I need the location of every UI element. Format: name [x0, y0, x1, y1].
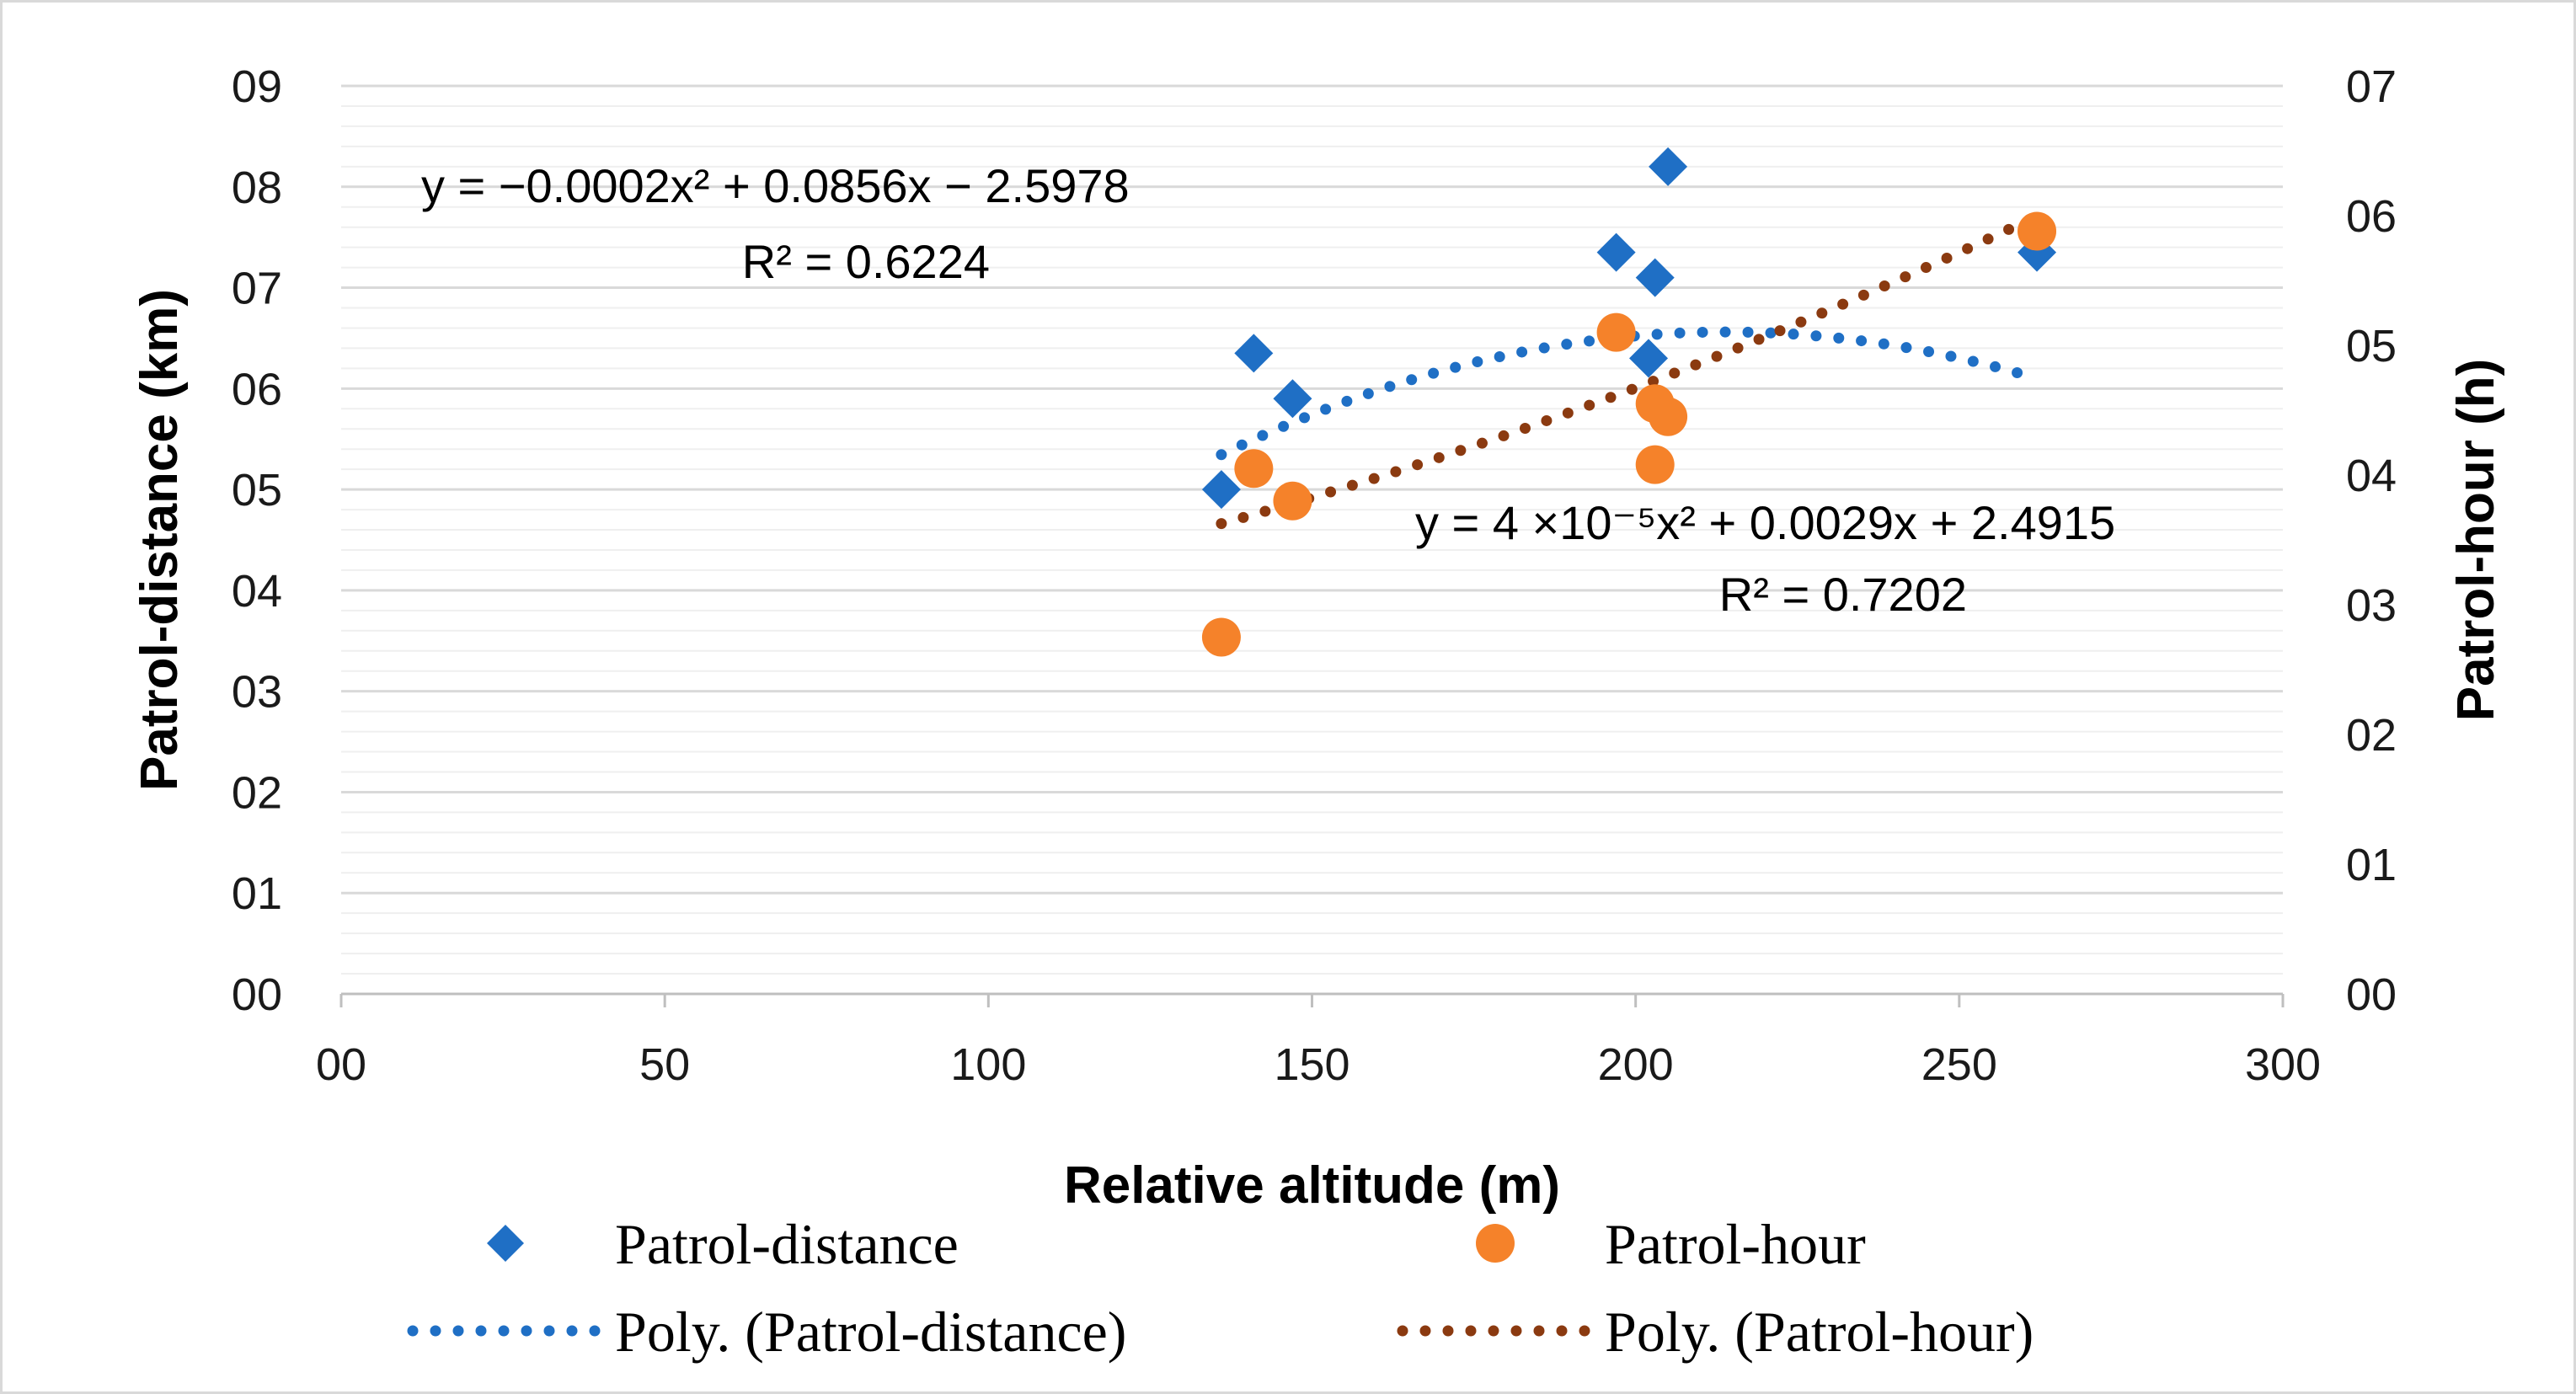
y-right-tick-label: 03: [2346, 580, 2397, 631]
y-right-tick-label: 04: [2346, 451, 2397, 501]
y-left-tick-label: 00: [232, 969, 282, 1020]
legend-item-poly-hour: Poly. (Patrol-hour): [1397, 1300, 2034, 1364]
y-right-tick-label: 02: [2346, 710, 2397, 761]
y-left-tick-label: 02: [232, 767, 282, 818]
trendlines: [1216, 211, 2043, 530]
legend-item-patrol-distance: Patrol-distance: [487, 1212, 959, 1276]
y-left-tick-label: 03: [232, 667, 282, 718]
x-tick-label: 150: [1274, 1039, 1349, 1090]
gridlines: [341, 84, 2283, 996]
point-patrol-distance: [1629, 339, 1669, 378]
point-patrol-hour: [1635, 445, 1675, 484]
trendline-r2-distance: R² = 0.6224: [742, 235, 990, 288]
legend-circle-icon: [1476, 1224, 1515, 1263]
y-right-axis-title: Patrol-hour (h): [2447, 359, 2505, 722]
legend-label: Patrol-hour: [1605, 1212, 1866, 1276]
trendline-r2-hour: R² = 0.7202: [1719, 568, 1967, 621]
y-left-tick-label: 01: [232, 868, 282, 919]
legend-item-poly-distance: Poly. (Patrol-distance): [407, 1300, 1126, 1364]
legend-diamond-icon: [487, 1225, 524, 1262]
point-patrol-hour: [1273, 481, 1312, 521]
legend: Patrol-distance Patrol-hour Poly. (Patro…: [407, 1212, 2034, 1364]
point-patrol-distance: [1596, 232, 1636, 272]
y-left-tick-label: 09: [232, 61, 282, 112]
point-patrol-hour: [2018, 211, 2057, 251]
y-right-tick-label: 00: [2346, 969, 2397, 1020]
x-tick-label: 100: [950, 1039, 1026, 1090]
y-left-tick-label: 07: [232, 264, 282, 314]
point-patrol-hour: [1649, 397, 1688, 436]
legend-label: Patrol-distance: [615, 1212, 959, 1276]
trendline-equation-hour: y = 4 ×10⁻⁵x² + 0.0029x + 2.4915: [1415, 496, 2115, 549]
y-right-tick-label: 06: [2346, 191, 2397, 242]
x-tick-label: 200: [1598, 1039, 1674, 1090]
axes: 00 50 100 150 200 250 300 00 01 02 03 04 05 06 07 08 09 0…: [232, 61, 2397, 1090]
point-patrol-distance: [1635, 258, 1675, 297]
point-patrol-distance: [1649, 147, 1688, 186]
point-patrol-hour: [1234, 449, 1274, 489]
x-tick-label: 250: [1921, 1039, 1997, 1090]
x-tick-label: 00: [316, 1039, 366, 1090]
y-left-tick-label: 06: [232, 364, 282, 414]
legend-label: Poly. (Patrol-hour): [1605, 1300, 2034, 1364]
point-patrol-distance: [1234, 334, 1274, 373]
x-tick-label: 50: [639, 1039, 690, 1090]
point-patrol-distance: [1201, 470, 1241, 510]
trendline-equation-distance: y = −0.0002x² + 0.0856x − 2.5978: [421, 159, 1130, 212]
point-patrol-distance: [1273, 379, 1312, 419]
y-left-tick-label: 05: [232, 465, 282, 515]
y-left-axis-title: Patrol-distance (km): [131, 289, 189, 791]
data-points: [1201, 147, 2057, 657]
y-right-tick-label: 05: [2346, 321, 2397, 371]
y-right-tick-label: 07: [2346, 61, 2397, 112]
point-patrol-hour: [1201, 617, 1241, 657]
x-axis-title: Relative altitude (m): [1064, 1156, 1560, 1215]
point-patrol-hour: [1596, 312, 1636, 352]
y-right-tick-label: 01: [2346, 840, 2397, 890]
legend-item-patrol-hour: Patrol-hour: [1476, 1212, 1866, 1276]
legend-label: Poly. (Patrol-distance): [615, 1300, 1126, 1364]
x-tick-label: 300: [2245, 1039, 2321, 1090]
y-left-tick-label: 04: [232, 566, 282, 617]
y-left-tick-label: 08: [232, 163, 282, 213]
trendline-patrol-hour: [1216, 211, 2043, 530]
